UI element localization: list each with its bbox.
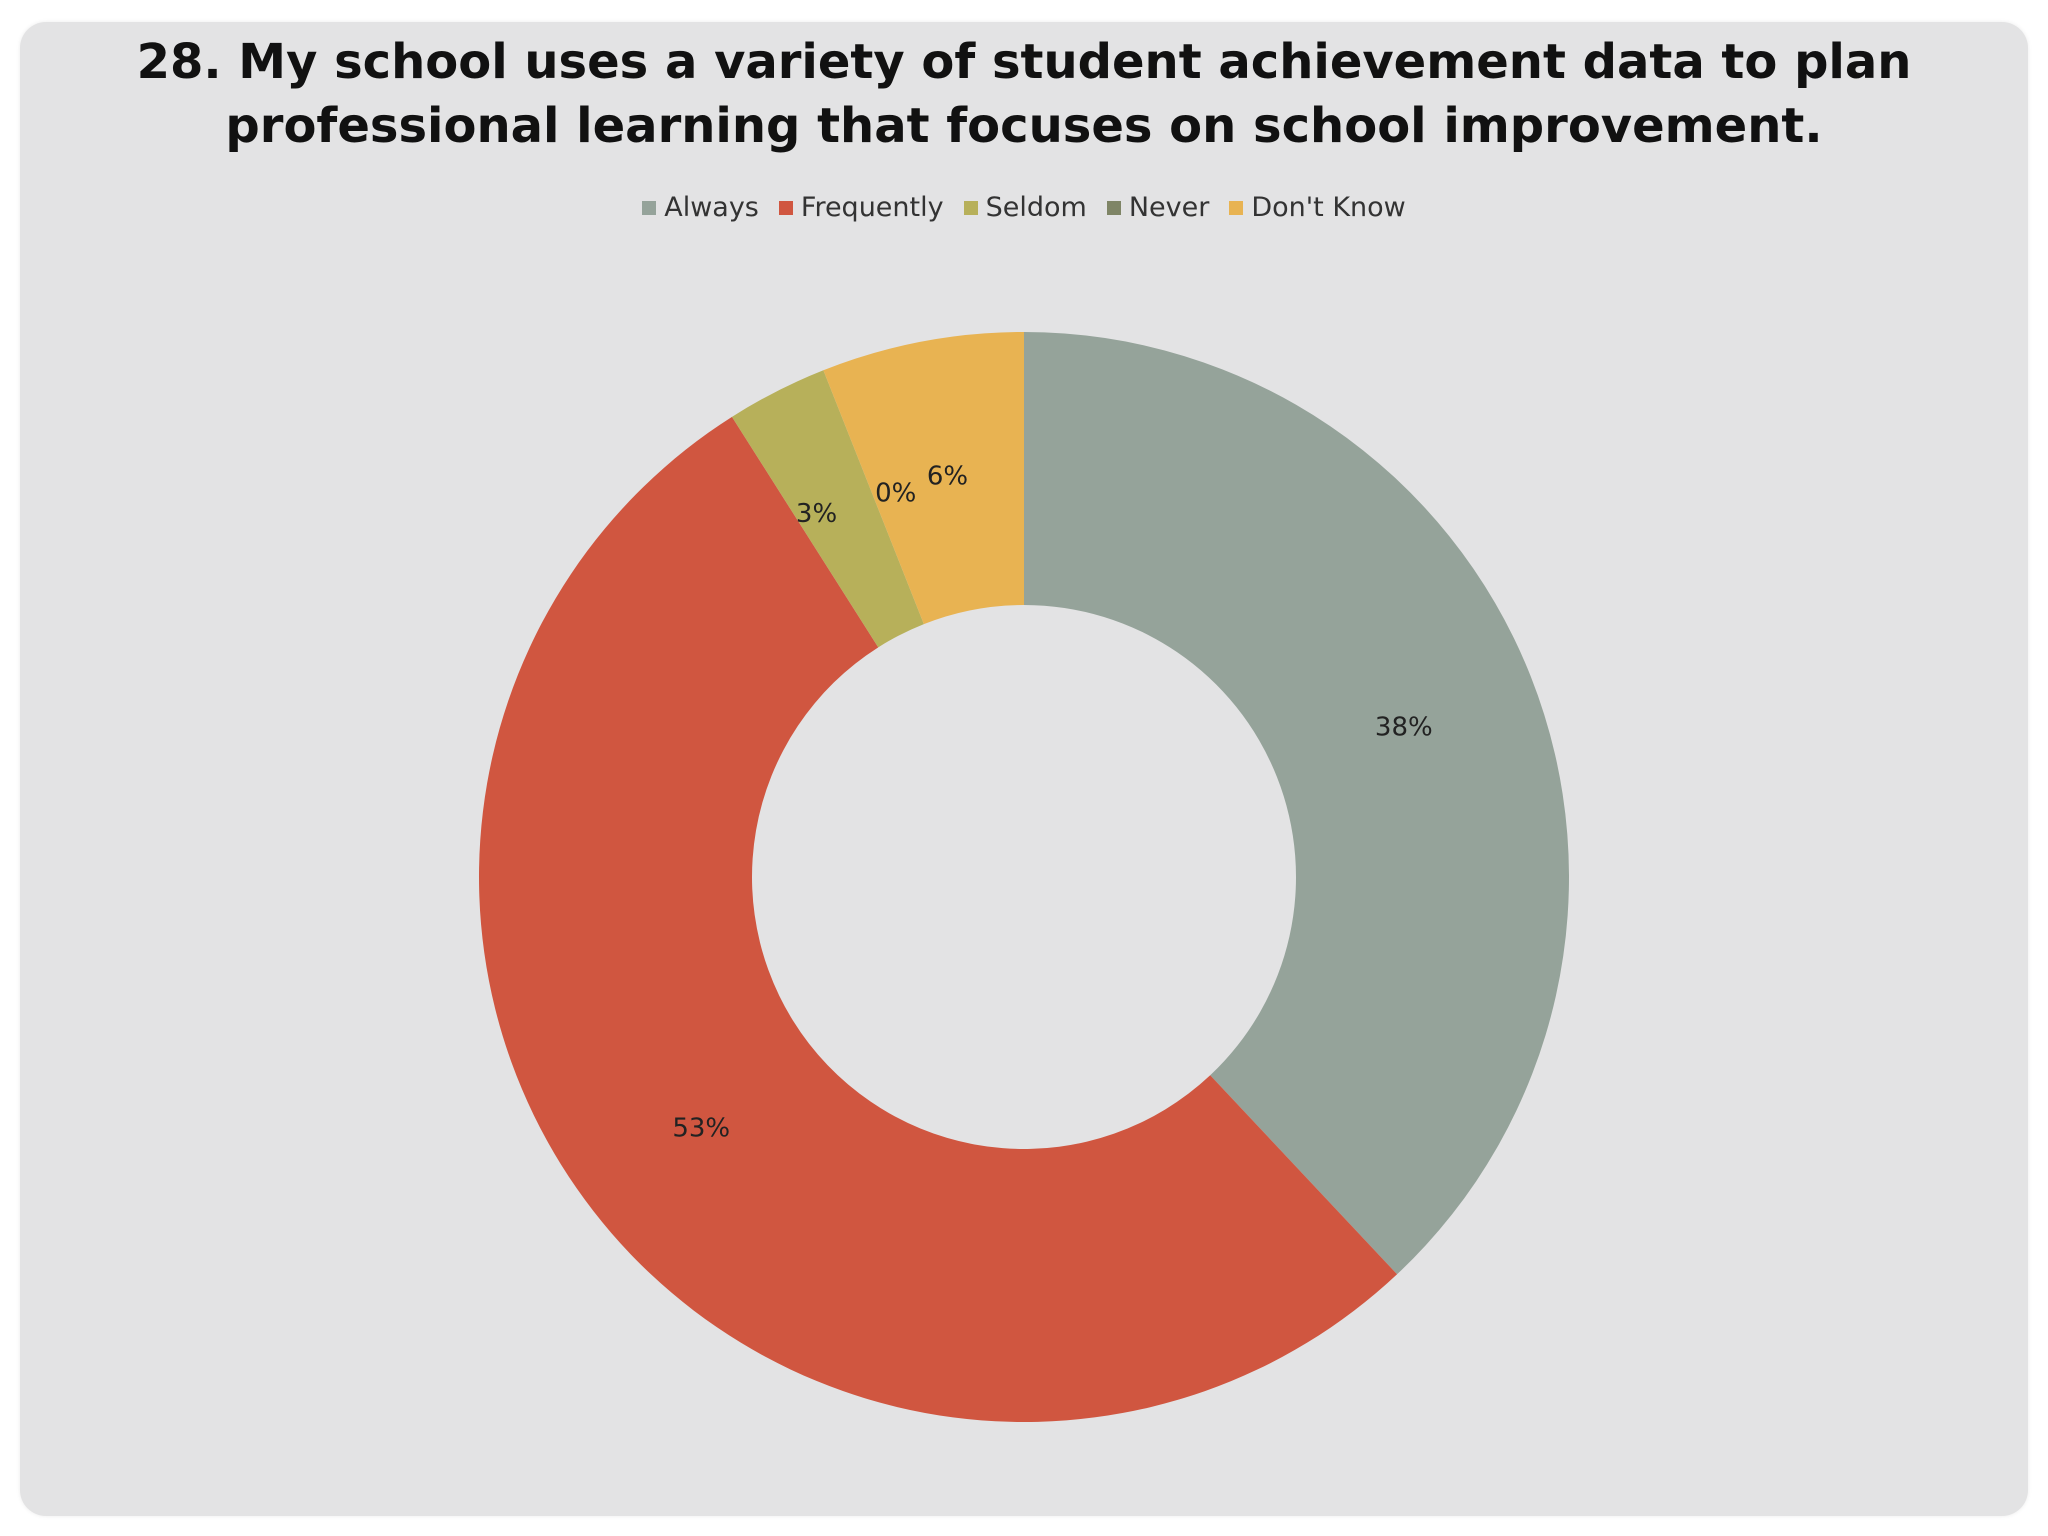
legend-label: Never: [1128, 192, 1210, 223]
data-label: 0%: [875, 479, 916, 509]
data-label: 6%: [927, 462, 968, 492]
donut-slice-seldom: [731, 370, 924, 648]
legend-swatch: [1106, 200, 1121, 215]
donut-slice-always: [1024, 332, 1569, 1275]
legend-swatch: [642, 200, 657, 215]
legend-swatch: [778, 200, 793, 215]
legend-swatch: [963, 200, 978, 215]
donut-slice-don-t-know: [823, 332, 1024, 625]
legend-item: Don't Know: [1229, 192, 1406, 223]
legend-label: Seldom: [985, 192, 1087, 223]
data-label: 3%: [796, 499, 837, 529]
legend-item: Never: [1106, 192, 1210, 223]
legend-label: Don't Know: [1251, 192, 1406, 223]
legend-swatch: [1229, 200, 1244, 215]
chart-legend: Always Frequently Seldom Never Don't Know: [20, 192, 2028, 223]
legend-label: Always: [664, 192, 759, 223]
donut-slice-frequently: [478, 416, 1398, 1423]
data-label: 53%: [672, 1113, 730, 1143]
legend-item: Frequently: [778, 192, 944, 223]
legend-item: Always: [642, 192, 759, 223]
legend-item: Seldom: [963, 192, 1087, 223]
legend-label: Frequently: [800, 192, 944, 223]
chart-title: 28. My school uses a variety of student …: [136, 34, 1912, 154]
data-label: 38%: [1375, 713, 1433, 743]
